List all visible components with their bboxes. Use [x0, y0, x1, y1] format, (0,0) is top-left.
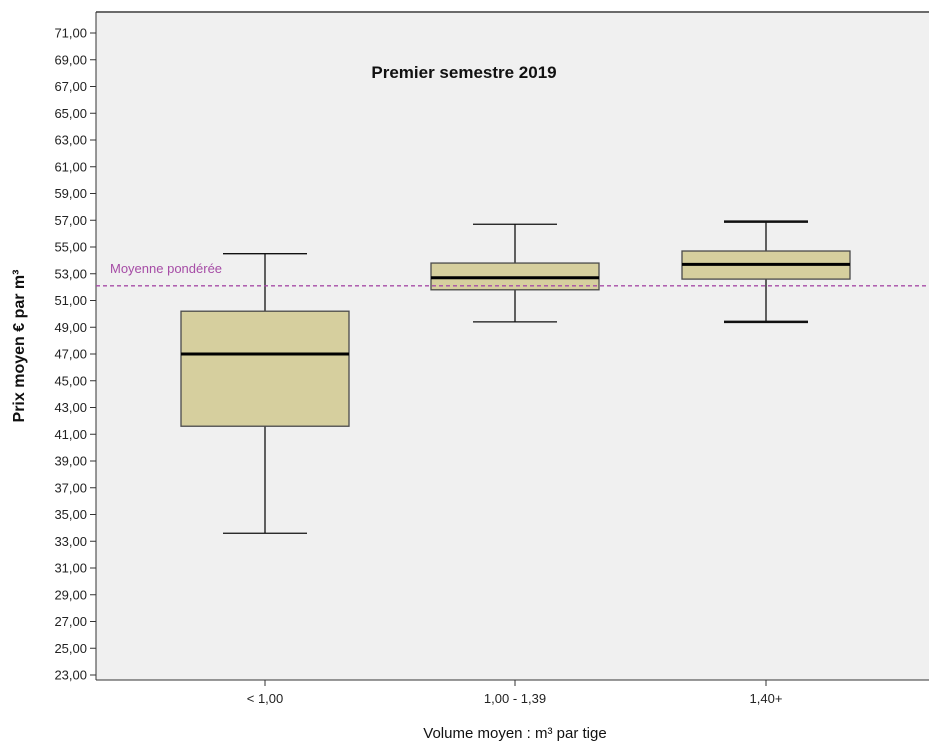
y-tick-label: 71,00 — [54, 26, 87, 41]
y-tick-label: 37,00 — [54, 480, 87, 495]
chart-title: Premier semestre 2019 — [371, 63, 556, 82]
y-tick-label: 59,00 — [54, 186, 87, 201]
y-tick-label: 55,00 — [54, 240, 87, 255]
y-tick-label: 29,00 — [54, 587, 87, 602]
boxes — [180, 220, 851, 534]
box-1 — [180, 253, 350, 534]
y-tick-label: 39,00 — [54, 454, 87, 469]
box-3 — [681, 220, 851, 324]
box-iqr — [180, 310, 350, 427]
y-tick-label: 67,00 — [54, 79, 87, 94]
y-axis-title: Prix moyen € par m³ — [11, 270, 28, 423]
y-tick-label: 25,00 — [54, 641, 87, 656]
y-tick-label: 43,00 — [54, 400, 87, 415]
y-tick-label: 45,00 — [54, 373, 87, 388]
y-tick-label: 69,00 — [54, 52, 87, 67]
box-2 — [430, 223, 600, 323]
x-tick-label: 1,40+ — [750, 691, 783, 706]
reference-line-label: Moyenne pondérée — [110, 261, 222, 276]
y-tick-label: 51,00 — [54, 293, 87, 308]
x-axis-title: Volume moyen : m³ par tige — [423, 725, 606, 742]
y-tick-label: 53,00 — [54, 266, 87, 281]
reference-line-group: Moyenne pondérée — [96, 261, 929, 287]
y-tick-label: 49,00 — [54, 320, 87, 335]
y-tick-label: 63,00 — [54, 133, 87, 148]
y-tick-label: 65,00 — [54, 106, 87, 121]
x-tick-label: < 1,00 — [247, 691, 284, 706]
y-tick-label: 31,00 — [54, 561, 87, 576]
y-tick-label: 35,00 — [54, 507, 87, 522]
y-tick-label: 23,00 — [54, 668, 87, 683]
y-axis: 23,00 25,00 27,00 29,00 31,00 33,00 35,00 37,00… — [54, 26, 96, 683]
y-tick-label: 41,00 — [54, 427, 87, 442]
x-axis: < 1,00 1,00 - 1,39 1,40+ — [247, 680, 783, 706]
y-tick-label: 27,00 — [54, 614, 87, 629]
y-tick-label: 47,00 — [54, 347, 87, 362]
x-tick-label: 1,00 - 1,39 — [484, 691, 546, 706]
y-tick-label: 61,00 — [54, 159, 87, 174]
y-tick-label: 33,00 — [54, 534, 87, 549]
y-tick-label: 57,00 — [54, 213, 87, 228]
